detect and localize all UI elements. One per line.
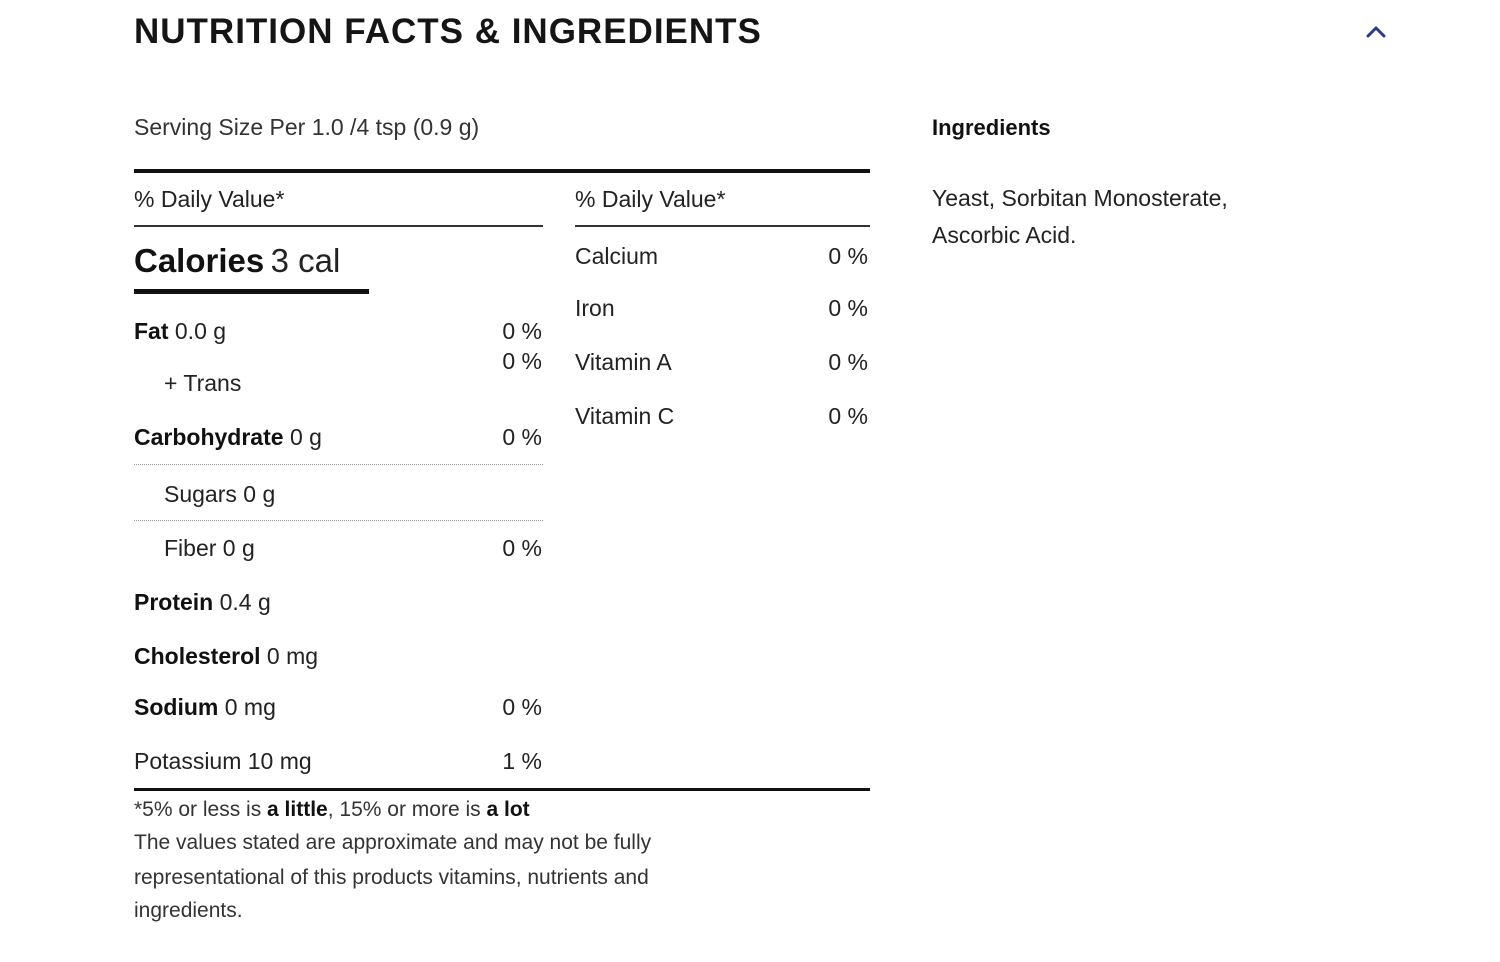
nutrient-percent: 0 % [502,535,542,561]
vitamin-percent: 0 % [828,243,868,269]
nutrient-row-protein: Protein 0.4 g [134,589,271,616]
nutrient-amount: 0.4 g [219,589,271,615]
ingredients-line: Yeast, Sorbitan Monosterate, [932,185,1228,211]
serving-size: Serving Size Per 1.0 /4 tsp (0.9 g) [134,114,480,140]
collapse-button[interactable] [1360,18,1392,46]
nutrient-percent: 0 % [502,318,542,344]
vitamin-label: Calcium [575,243,659,269]
nutrient-amount: 0 g [243,481,276,507]
nutrient-row-fat: Fat 0.0 g [134,318,226,345]
vitamin-label: Vitamin A [575,349,672,375]
daily-value-footnote: *5% or less is a little, 15% or more is … [134,798,530,822]
footnote-middle: , 15% or more is [327,798,487,821]
calories-row: Calories 3 cal [134,242,340,280]
footnote-little: a little [267,798,328,821]
ingredients-text: Yeast, Sorbitan Monosterate, Ascorbic Ac… [932,180,1228,254]
nutrient-amount: 0 mg [224,694,276,720]
nutrient-row-cholesterol: Cholesterol 0 mg [134,643,318,670]
nutrient-row-sugars: Sugars 0 g [164,481,275,508]
calories-label: Calories [134,242,265,279]
right-header-divider [575,225,870,227]
nutrient-label: Fat [134,318,169,344]
daily-value-header-left: % Daily Value* [134,186,285,212]
dotted-divider [134,464,543,465]
nutrient-label: Protein [134,589,214,615]
nutrient-row-potassium: Potassium 10 mg [134,748,312,775]
bottom-divider [134,788,870,791]
nutrient-percent: 0 % [502,694,542,720]
nutrient-label: Sodium [134,694,219,720]
chevron-up-icon [1366,26,1386,38]
vitamin-label: Iron [575,295,615,321]
nutrient-amount: 0.0 g [174,318,227,344]
nutrient-amount: 0 g [289,424,322,450]
nutrient-percent: 0 % [502,424,542,450]
nutrient-row-sodium: Sodium 0 mg [134,694,276,721]
nutrient-row-carbohydrate: Carbohydrate 0 g [134,424,322,451]
vitamin-percent: 0 % [828,295,868,321]
disclaimer-line-2: representational of this products vitami… [134,866,649,889]
calories-underline [134,289,369,294]
disclaimer-line-1: The values stated are approximate and ma… [134,831,652,854]
nutrient-label: Carbohydrate [134,424,284,450]
disclaimer-line-3: ingredients. [134,899,243,922]
top-divider [134,169,870,173]
nutrient-row-fiber: Fiber 0 g [164,535,255,562]
footnote-lot: a lot [486,798,530,821]
calories-value: 3 cal [270,242,341,279]
ingredients-title: Ingredients [932,115,1051,140]
nutrient-label: + Trans [164,370,242,396]
dotted-divider [134,520,543,521]
footnote-prefix: *5% or less is [134,798,268,821]
nutrient-row-trans: + Trans [164,370,241,397]
nutrient-amount: 0 mg [266,643,319,669]
nutrient-amount: 0 g [222,535,255,561]
nutrient-label: Fiber [164,535,217,561]
left-header-divider [134,225,543,227]
vitamin-percent: 0 % [828,349,868,375]
vitamin-label: Vitamin C [575,403,675,429]
ingredients-line: Ascorbic Acid. [932,222,1077,248]
nutrient-label: Sugars [164,481,237,507]
nutrient-percent: 1 % [502,748,542,774]
section-title: NUTRITION FACTS & INGREDIENTS [134,12,762,51]
daily-value-header-right: % Daily Value* [575,186,726,212]
nutrient-amount: 10 mg [247,748,312,774]
nutrient-percent: 0 % [502,348,542,374]
nutrient-label: Cholesterol [134,643,261,669]
vitamin-percent: 0 % [828,403,868,429]
nutrient-label: Potassium [134,748,242,774]
